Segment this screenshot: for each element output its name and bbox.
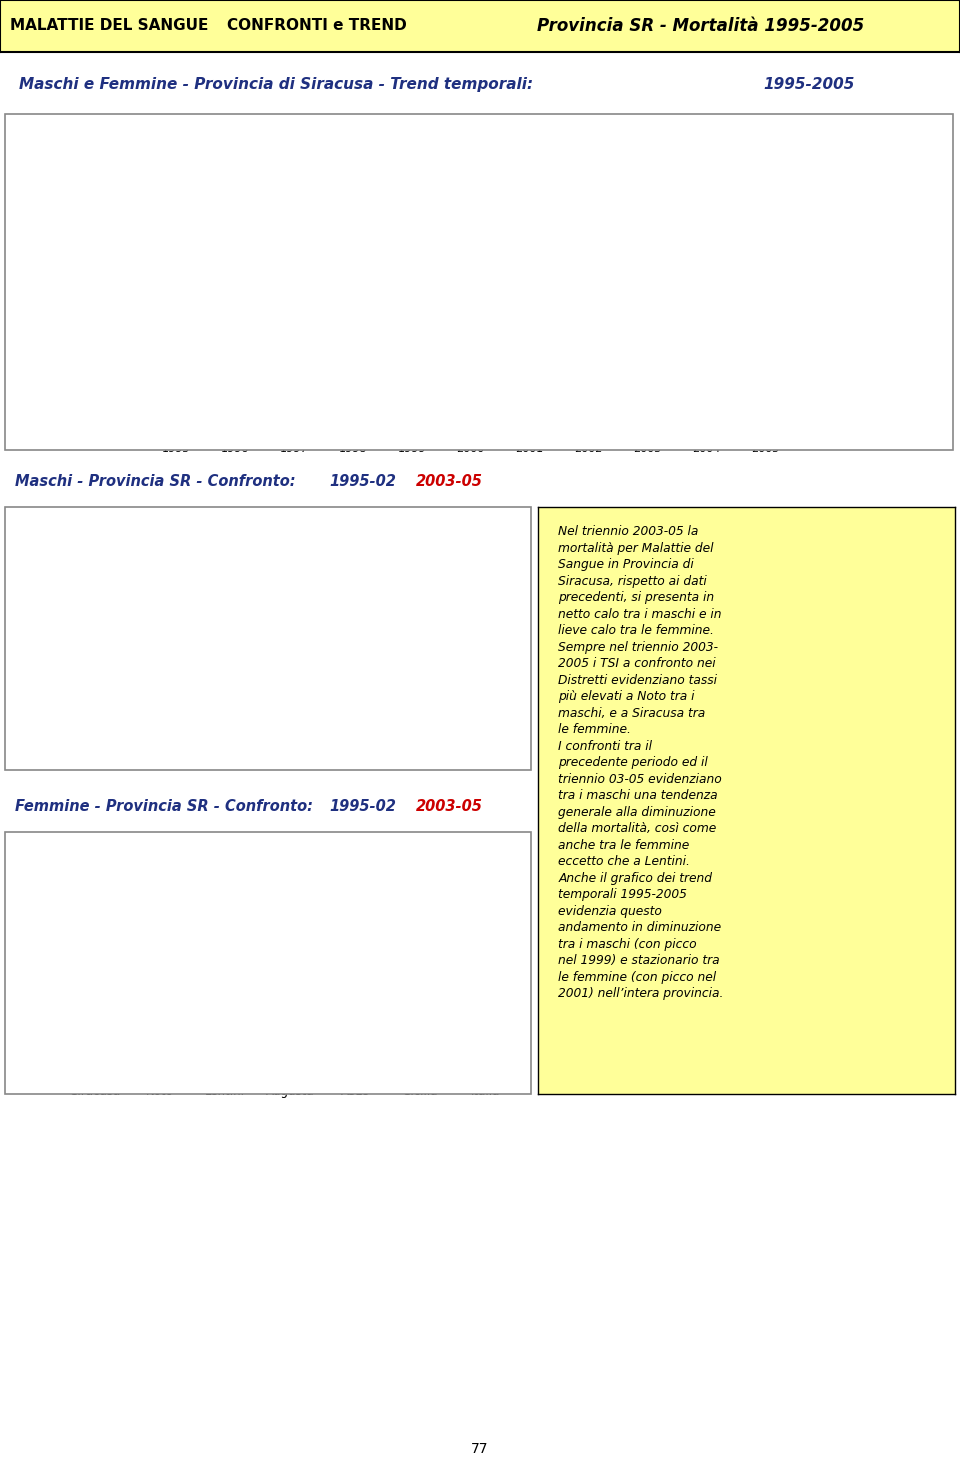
Text: Femm.: Femm. bbox=[838, 307, 880, 319]
Text: MALATTIE DEL SANGUE: MALATTIE DEL SANGUE bbox=[10, 18, 208, 34]
Bar bbox=[799, 291, 830, 335]
Bar bbox=[226, 718, 250, 752]
Bar bbox=[160, 1007, 185, 1080]
Text: 2003-05: 2003-05 bbox=[416, 473, 482, 490]
Bar bbox=[266, 969, 291, 1080]
Text: 0,0: 0,0 bbox=[295, 740, 311, 749]
Text: 1995-02: 1995-02 bbox=[329, 473, 396, 490]
Text: Nel triennio 2003-05 la
mortalità per Malattie del
Sangue in Provincia di
Siracu: Nel triennio 2003-05 la mortalità per Ma… bbox=[559, 525, 724, 1000]
Text: 4,8: 4,8 bbox=[335, 590, 351, 600]
Text: Femmine - Provincia SR - Confronto:: Femmine - Provincia SR - Confronto: bbox=[15, 798, 313, 814]
Text: 4,6: 4,6 bbox=[466, 597, 482, 606]
Text: 1995-02: 1995-02 bbox=[401, 926, 444, 935]
Text: 2,0: 2,0 bbox=[164, 996, 180, 1006]
Text: Maschi e Femmine - Provincia di Siracusa - Trend temporali:: Maschi e Femmine - Provincia di Siracusa… bbox=[19, 77, 533, 91]
Bar bbox=[461, 609, 486, 752]
Text: 5,0: 5,0 bbox=[425, 888, 442, 898]
Bar bbox=[486, 925, 511, 1080]
Bar bbox=[331, 603, 355, 752]
Text: 2003-05: 2003-05 bbox=[401, 652, 444, 662]
Text: 3,4: 3,4 bbox=[360, 945, 376, 956]
Bar bbox=[363, 966, 395, 997]
Text: CONFRONTI e TREND: CONFRONTI e TREND bbox=[227, 18, 407, 34]
Text: 1,5: 1,5 bbox=[99, 693, 115, 704]
Text: 1995-2005: 1995-2005 bbox=[763, 77, 855, 91]
Bar bbox=[201, 556, 226, 752]
Text: 4,7: 4,7 bbox=[74, 594, 91, 603]
Bar bbox=[95, 705, 120, 752]
Text: 1,7: 1,7 bbox=[360, 687, 376, 698]
Text: 4,5: 4,5 bbox=[139, 600, 156, 611]
Bar bbox=[799, 207, 830, 251]
Text: 5,1: 5,1 bbox=[74, 885, 91, 895]
Text: 3,6: 3,6 bbox=[424, 628, 442, 637]
Text: 4,0: 4,0 bbox=[466, 925, 482, 934]
Text: 6,3: 6,3 bbox=[204, 544, 221, 555]
Text: 1,7: 1,7 bbox=[295, 1006, 311, 1016]
Bar bbox=[396, 634, 420, 752]
Bar bbox=[226, 1058, 250, 1080]
Text: Provincia SR - Mortalità 1995-2005: Provincia SR - Mortalità 1995-2005 bbox=[538, 16, 864, 35]
Bar bbox=[60, 127, 71, 153]
Text: 0,6: 0,6 bbox=[229, 1046, 246, 1056]
Bar bbox=[331, 940, 355, 1080]
Text: Maschi: Maschi bbox=[838, 223, 881, 235]
Bar bbox=[95, 904, 120, 1080]
Bar bbox=[363, 590, 395, 622]
Bar bbox=[12, 266, 141, 442]
Bar bbox=[60, 170, 93, 394]
Text: 1995-02: 1995-02 bbox=[401, 602, 444, 611]
Text: Maschi - Provincia SR - Confronto:: Maschi - Provincia SR - Confronto: bbox=[15, 473, 296, 490]
Text: 4,0: 4,0 bbox=[204, 925, 221, 934]
Text: 3,9: 3,9 bbox=[490, 618, 507, 628]
Bar bbox=[266, 618, 291, 752]
Text: 77: 77 bbox=[471, 1443, 489, 1456]
Text: 2003-05: 2003-05 bbox=[401, 976, 444, 987]
Text: 1,1: 1,1 bbox=[229, 705, 246, 715]
Text: 1995-02: 1995-02 bbox=[329, 798, 396, 814]
Bar bbox=[420, 900, 445, 1080]
Bar bbox=[135, 612, 160, 752]
Text: 3,9: 3,9 bbox=[335, 928, 351, 938]
Text: 4,3: 4,3 bbox=[270, 606, 286, 617]
Text: 3,1: 3,1 bbox=[164, 643, 180, 653]
Bar bbox=[363, 642, 395, 673]
Text: 4,9: 4,9 bbox=[99, 892, 115, 901]
Text: 3,1: 3,1 bbox=[270, 956, 286, 966]
Bar bbox=[355, 957, 380, 1080]
Text: 3,7: 3,7 bbox=[400, 935, 417, 945]
Bar bbox=[420, 640, 445, 752]
Bar bbox=[135, 944, 160, 1080]
Bar bbox=[201, 937, 226, 1080]
Bar bbox=[37, 153, 115, 266]
Bar bbox=[291, 1019, 315, 1080]
Bar bbox=[486, 631, 511, 752]
Text: 3,8: 3,8 bbox=[400, 621, 417, 631]
Bar bbox=[160, 656, 185, 752]
Bar bbox=[31, 246, 122, 330]
Bar bbox=[355, 699, 380, 752]
Bar bbox=[70, 897, 95, 1080]
Bar bbox=[396, 947, 420, 1080]
Text: 2003-05: 2003-05 bbox=[416, 798, 482, 814]
Bar bbox=[70, 606, 95, 752]
Bar bbox=[363, 914, 395, 947]
Bar bbox=[461, 937, 486, 1080]
Text: 4,3: 4,3 bbox=[490, 913, 507, 923]
Text: 3,8: 3,8 bbox=[139, 931, 156, 941]
